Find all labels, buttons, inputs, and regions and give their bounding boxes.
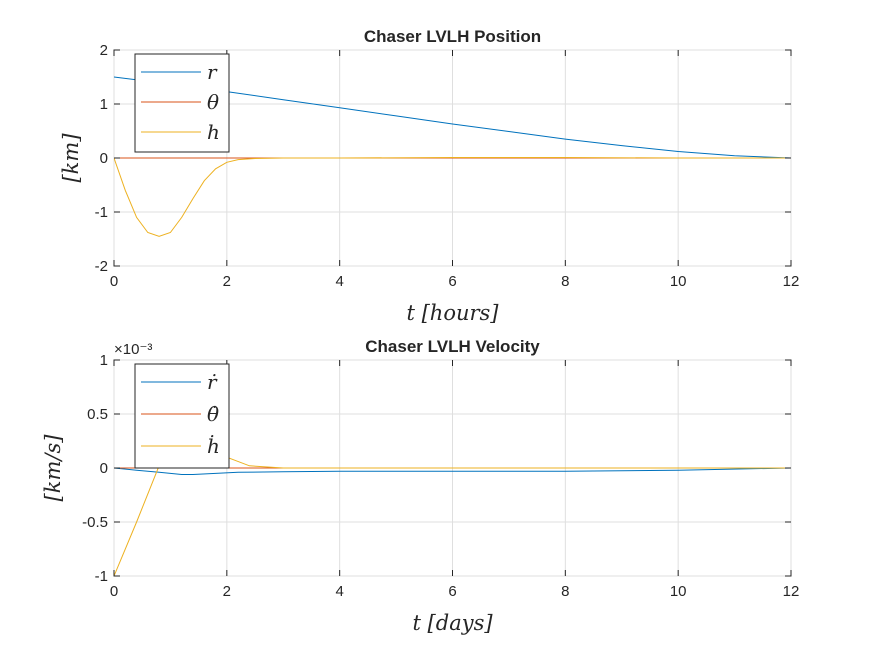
y-axis-label: [km]	[59, 133, 83, 183]
legend-label: θ	[207, 90, 219, 114]
tick-layer: 0 2 4 6 8 10 12 -1 -0.5 0 0.5 1	[82, 352, 799, 600]
x-tick-label: 0	[110, 273, 118, 290]
x-tick-label: 12	[783, 273, 800, 290]
y-tick-label: 0	[100, 460, 108, 477]
x-axis-label: t [days]	[412, 611, 493, 635]
x-tick-label: 4	[335, 583, 343, 600]
y-tick-label: 2	[100, 42, 108, 59]
legend-label: r	[207, 60, 218, 84]
x-tick-label: 2	[223, 273, 231, 290]
x-tick-label: 4	[335, 273, 343, 290]
x-tick-label: 12	[783, 583, 800, 600]
x-tick-label: 6	[448, 273, 456, 290]
y-tick-label: -2	[95, 258, 108, 275]
legend: ṙ θ̇ ḣ	[134, 363, 230, 469]
legend-label: h	[207, 120, 220, 144]
y-tick-label: 0	[100, 150, 108, 167]
legend-items: rθh	[141, 60, 220, 144]
series-line-3	[114, 157, 791, 237]
chart-title: Chaser LVLH Velocity	[365, 337, 540, 356]
x-axis-label: t [hours]	[406, 301, 499, 325]
y-exponent-label: ×10⁻³	[114, 341, 152, 358]
y-tick-label: -1	[95, 568, 108, 585]
x-tick-label: 8	[561, 273, 569, 290]
velocity-plot: 0 2 4 6 8 10 12 -1 -0.5 0 0.5 1 Chaser LVLH Velocit…	[41, 337, 799, 635]
y-tick-label: 1	[100, 96, 108, 113]
chart-title: Chaser LVLH Position	[364, 27, 541, 46]
x-tick-label: 10	[670, 273, 687, 290]
series-line-1	[114, 467, 791, 475]
y-tick-label: -0.5	[82, 514, 108, 531]
y-tick-label: 0.5	[87, 406, 108, 423]
x-tick-label: 0	[110, 583, 118, 600]
x-tick-label: 8	[561, 583, 569, 600]
legend: rθh	[134, 53, 230, 153]
legend-box	[134, 53, 230, 153]
y-tick-label: 1	[100, 352, 108, 369]
legend-items: ṙ θ̇ ḣ	[141, 370, 220, 458]
legend-label: ḣ	[207, 434, 220, 458]
legend-box	[134, 363, 230, 469]
x-tick-label: 10	[670, 583, 687, 600]
legend-label: θ̇	[207, 402, 219, 426]
x-tick-label: 2	[223, 583, 231, 600]
x-tick-label: 6	[448, 583, 456, 600]
y-tick-label: -1	[95, 204, 108, 221]
y-axis-label: [km/s]	[41, 434, 65, 502]
legend-label: ṙ	[207, 370, 218, 394]
